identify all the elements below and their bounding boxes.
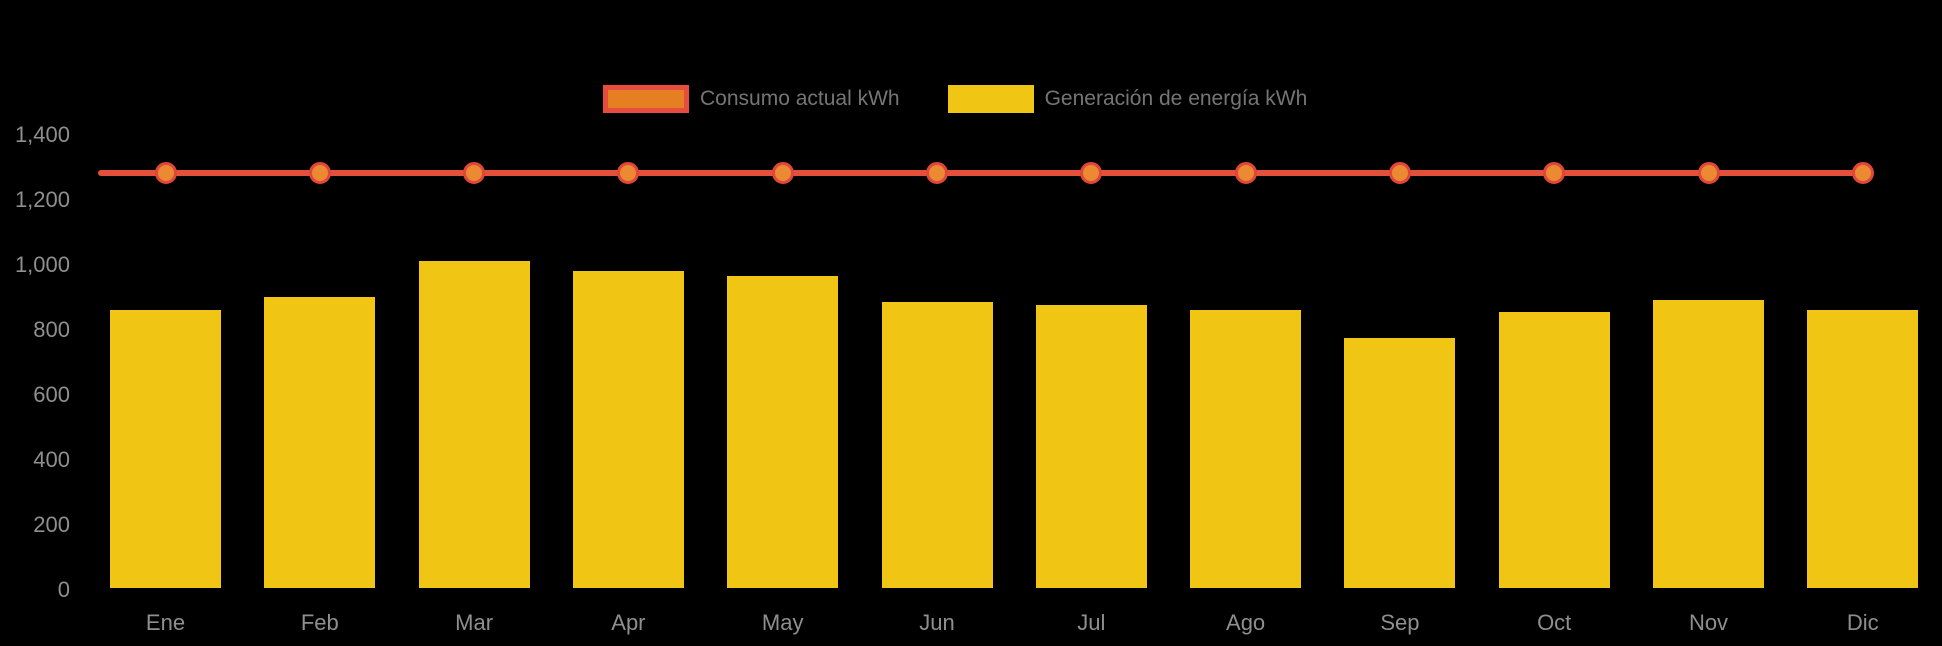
x-tick-label: May — [761, 610, 804, 635]
x-tick-label: Ene — [145, 610, 186, 635]
legend-item-generacion-energia[interactable]: Generación de energía kWh — [947, 85, 1308, 113]
x-tick-label: Mar — [455, 610, 494, 635]
generation-bar-may[interactable] — [727, 275, 839, 588]
x-tick-label: Dic — [1846, 610, 1879, 635]
legend-label-consumo-actual: Consumo actual kWh — [700, 87, 900, 110]
generation-bar-ago[interactable] — [1190, 309, 1302, 588]
y-tick-label: 1,200 — [14, 186, 70, 212]
consumption-point-ago[interactable] — [1234, 162, 1257, 185]
y-tick-label: 600 — [33, 381, 70, 407]
consumption-point-jul[interactable] — [1080, 162, 1103, 185]
generation-bar-feb[interactable] — [264, 296, 376, 588]
consumo-actual-swatch-icon — [603, 85, 689, 113]
y-tick-label: 1,000 — [14, 251, 70, 277]
generation-bar-dic[interactable] — [1807, 309, 1919, 588]
generation-bar-ene[interactable] — [110, 309, 221, 588]
x-tick-label: Apr — [611, 610, 646, 635]
consumption-point-jun[interactable] — [926, 162, 948, 185]
y-tick-label: 0 — [57, 577, 70, 602]
consumption-line — [98, 170, 1871, 177]
legend-item-consumo-actual[interactable]: Consumo actual kWh — [603, 85, 900, 113]
x-tick-label: Jul — [1077, 610, 1106, 635]
y-tick-label: 200 — [33, 511, 70, 537]
x-tick-label: Nov — [1688, 610, 1729, 635]
consumption-point-mar[interactable] — [463, 162, 486, 185]
consumption-point-nov[interactable] — [1697, 162, 1720, 185]
generation-bar-apr[interactable] — [572, 270, 684, 588]
generacion-energia-swatch-icon — [947, 85, 1034, 113]
chart-legend: Consumo actual kWh Generación de energía… — [603, 85, 1307, 113]
x-tick-label: Sep — [1380, 610, 1420, 635]
consumption-point-may[interactable] — [771, 162, 794, 185]
y-tick-label: 400 — [33, 446, 70, 472]
generation-bar-nov[interactable] — [1653, 300, 1764, 588]
consumption-point-sep[interactable] — [1388, 162, 1411, 185]
y-tick-label: 1,400 — [14, 121, 70, 147]
consumption-point-oct[interactable] — [1543, 162, 1566, 185]
consumption-point-ene[interactable] — [154, 162, 177, 185]
generation-bar-oct[interactable] — [1498, 311, 1610, 588]
consumption-point-apr[interactable] — [617, 162, 640, 185]
generation-bar-jun[interactable] — [881, 301, 993, 588]
consumption-point-feb[interactable] — [308, 162, 331, 185]
x-tick-label: Ago — [1226, 610, 1266, 635]
generation-bar-sep[interactable] — [1344, 337, 1456, 588]
x-tick-label: Oct — [1537, 610, 1572, 635]
legend-label-generacion-energia: Generación de energía kWh — [1044, 87, 1308, 110]
y-tick-label: 800 — [33, 316, 70, 342]
consumption-point-dic[interactable] — [1851, 162, 1874, 185]
x-tick-label: Jun — [919, 610, 955, 635]
x-tick-label: Feb — [300, 610, 339, 635]
generation-bar-mar[interactable] — [418, 261, 530, 588]
generation-bar-jul[interactable] — [1035, 305, 1147, 588]
